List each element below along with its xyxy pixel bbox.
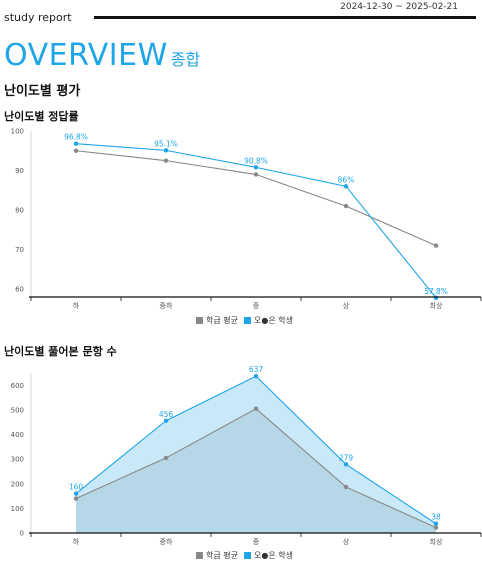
student-point (253, 374, 259, 379)
legend-item-average: 학급 평균 (196, 315, 238, 326)
average-point (433, 243, 439, 248)
student-data-label: 86% (338, 175, 355, 184)
overview-subtitle: 종합 (170, 50, 201, 69)
student-data-label: 456 (159, 410, 174, 419)
legend-item-average: 학급 평균 (196, 550, 238, 561)
report-header: study report 2024-12-30 ~ 2025-02-21 (0, 0, 482, 30)
student-data-label: 90.8% (244, 156, 268, 165)
legend-swatch-student (243, 552, 251, 559)
average-point (253, 172, 259, 177)
student-point (73, 141, 79, 146)
chart1-title: 난이도별 정답률 (4, 110, 79, 123)
student-point (253, 165, 259, 170)
average-point (343, 484, 349, 490)
x-tick-label: 하 (73, 301, 80, 310)
student-point (163, 418, 169, 423)
x-tick-label: 하 (73, 537, 80, 546)
average-point (163, 455, 169, 461)
student-data-label: 279 (339, 453, 354, 462)
legend-label-average: 학급 평균 (206, 551, 238, 560)
y-tick-label: 90 (15, 167, 24, 175)
x-tick-label: 최상 (430, 537, 443, 546)
chart2-legend: 학급 평균 오●은 학생 (196, 550, 299, 561)
legend-swatch-average (196, 317, 203, 324)
y-tick-label: 400 (11, 431, 24, 439)
legend-label-average: 학급 평균 (206, 316, 238, 325)
average-point (253, 406, 259, 411)
student-data-label: 95.1% (154, 139, 178, 148)
x-tick-label: 중하 (160, 301, 173, 310)
legend-item-student: 오●은 학생 (243, 550, 293, 561)
x-tick-label: 상 (343, 301, 350, 310)
average-point (73, 148, 79, 153)
x-tick-label: 중 (253, 302, 260, 310)
legend-label-student: 오●은 학생 (253, 316, 293, 325)
overview-heading: OVERVIEW 종합 (4, 38, 200, 73)
student-point (343, 462, 349, 467)
average-point (433, 525, 439, 530)
x-tick-label: 최상 (430, 301, 443, 310)
average-point (73, 496, 79, 501)
y-tick-label: 100 (11, 128, 24, 136)
y-tick-label: 0 (20, 530, 24, 538)
student-point (343, 184, 349, 189)
y-tick-label: 100 (11, 505, 24, 513)
student-data-label: 38 (431, 513, 441, 522)
chart2-title: 난이도별 풀어본 문항 수 (4, 345, 117, 358)
legend-swatch-average (196, 552, 203, 559)
legend-swatch-student (243, 317, 251, 324)
date-range: 2024-12-30 ~ 2025-02-21 (340, 2, 458, 12)
header-rule (94, 16, 476, 19)
average-area (76, 408, 436, 533)
y-tick-label: 600 (11, 382, 24, 390)
student-data-label: 57.8% (424, 287, 448, 296)
y-tick-label: 500 (11, 406, 24, 414)
chart1-legend: 학급 평균 오●은 학생 (196, 315, 299, 326)
legend-item-student: 오●은 학생 (243, 315, 293, 326)
average-point (343, 203, 349, 209)
y-tick-label: 80 (15, 207, 24, 215)
student-point (433, 295, 439, 300)
y-tick-label: 60 (15, 286, 24, 294)
brand-label: study report (4, 11, 72, 24)
section-title: 난이도별 평가 (4, 84, 81, 99)
student-data-label: 160 (69, 483, 84, 492)
x-tick-label: 중 (253, 538, 260, 546)
average-point (163, 158, 169, 163)
student-data-label: 637 (249, 365, 264, 374)
y-tick-label: 200 (11, 480, 24, 488)
overview-title: OVERVIEW (4, 38, 168, 73)
legend-label-student: 오●은 학생 (253, 551, 293, 560)
y-tick-label: 300 (11, 456, 24, 464)
student-data-label: 96.8% (64, 133, 88, 142)
y-tick-label: 70 (15, 246, 24, 254)
student-point (433, 521, 439, 526)
student-point (163, 148, 169, 153)
x-tick-label: 중하 (160, 537, 173, 546)
student-point (73, 491, 79, 496)
x-tick-label: 상 (343, 537, 350, 546)
